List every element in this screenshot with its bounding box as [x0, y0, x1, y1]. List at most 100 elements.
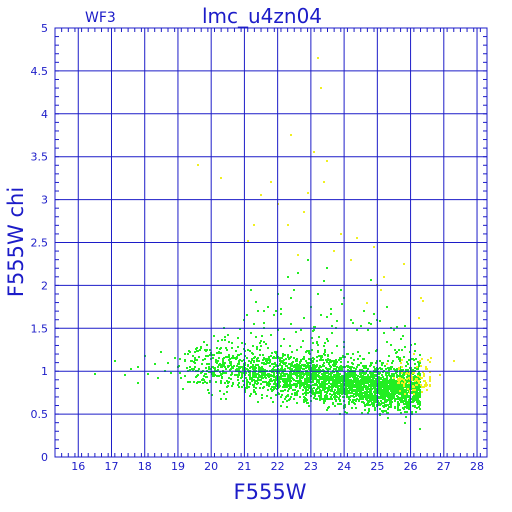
- green-point: [167, 362, 169, 364]
- green-point: [366, 379, 368, 381]
- green-point: [368, 384, 370, 386]
- green-point: [269, 365, 271, 367]
- green-point: [281, 372, 283, 374]
- green-point: [379, 360, 381, 362]
- green-point: [250, 289, 252, 291]
- green-point: [314, 372, 316, 374]
- green-point: [221, 366, 223, 368]
- green-point: [262, 381, 264, 383]
- y-tick-label: 4: [41, 108, 48, 121]
- green-point: [266, 361, 268, 363]
- green-point: [275, 379, 277, 381]
- green-point: [362, 395, 364, 397]
- green-point: [397, 405, 399, 407]
- green-point: [326, 316, 328, 318]
- x-tick-label: 28: [470, 460, 484, 473]
- yellow-point: [412, 386, 414, 388]
- green-point: [289, 372, 291, 374]
- x-tick-label: 21: [237, 460, 251, 473]
- green-point: [254, 373, 256, 375]
- y-tick-label: 0: [41, 451, 48, 464]
- green-point: [357, 389, 359, 391]
- green-point: [137, 382, 139, 384]
- green-point: [371, 393, 373, 395]
- green-point: [372, 378, 374, 380]
- green-point: [301, 364, 303, 366]
- green-point: [269, 359, 271, 361]
- yellow-point: [401, 378, 403, 380]
- green-point: [379, 320, 381, 322]
- green-point: [332, 381, 334, 383]
- green-point: [230, 364, 232, 366]
- green-point: [192, 369, 194, 371]
- green-point: [281, 394, 283, 396]
- green-point: [301, 377, 303, 379]
- y-tick-label: 0.5: [31, 408, 49, 421]
- x-tick-label: 17: [104, 460, 118, 473]
- green-point: [313, 387, 315, 389]
- green-point: [312, 368, 314, 370]
- green-point: [266, 395, 268, 397]
- green-point: [389, 397, 391, 399]
- green-point: [388, 355, 390, 357]
- green-point: [415, 397, 417, 399]
- green-point: [408, 404, 410, 406]
- green-point: [347, 377, 349, 379]
- x-tick-label: 16: [71, 460, 85, 473]
- green-point: [344, 411, 346, 413]
- green-point: [237, 337, 239, 339]
- green-point: [206, 344, 208, 346]
- green-point: [203, 341, 205, 343]
- green-point: [204, 381, 206, 383]
- green-point: [399, 409, 401, 411]
- yellow-point: [420, 377, 422, 379]
- green-point: [297, 368, 299, 370]
- green-point: [256, 380, 258, 382]
- green-point: [246, 368, 248, 370]
- green-point: [367, 397, 369, 399]
- green-point: [312, 357, 314, 359]
- green-point: [330, 313, 332, 315]
- green-point: [403, 377, 405, 379]
- yellow-point: [270, 181, 272, 183]
- green-point: [347, 353, 349, 355]
- green-point: [273, 375, 275, 377]
- green-point: [213, 371, 215, 373]
- green-point: [275, 357, 277, 359]
- green-point: [231, 366, 233, 368]
- green-point: [259, 354, 261, 356]
- green-point: [256, 348, 258, 350]
- green-point: [297, 390, 299, 392]
- green-point: [295, 360, 297, 362]
- green-point: [409, 359, 411, 361]
- green-point: [248, 360, 250, 362]
- green-point: [208, 368, 210, 370]
- green-point: [280, 361, 282, 363]
- green-point: [368, 322, 370, 324]
- green-point: [386, 393, 388, 395]
- green-point: [222, 360, 224, 362]
- green-point: [266, 384, 268, 386]
- green-point: [386, 384, 388, 386]
- green-point: [291, 351, 293, 353]
- green-point: [271, 369, 273, 371]
- green-point: [307, 366, 309, 368]
- green-point: [364, 405, 366, 407]
- green-point: [160, 351, 162, 353]
- green-point: [252, 379, 254, 381]
- green-point: [286, 378, 288, 380]
- green-point: [261, 394, 263, 396]
- green-point: [304, 392, 306, 394]
- green-point: [184, 353, 186, 355]
- green-point: [232, 357, 234, 359]
- green-point: [333, 361, 335, 363]
- green-point: [255, 376, 257, 378]
- green-point: [240, 353, 242, 355]
- green-point: [311, 337, 313, 339]
- green-point: [411, 391, 413, 393]
- green-point: [244, 389, 246, 391]
- green-point: [351, 391, 353, 393]
- green-point: [262, 354, 264, 356]
- green-point: [137, 366, 139, 368]
- green-point: [398, 403, 400, 405]
